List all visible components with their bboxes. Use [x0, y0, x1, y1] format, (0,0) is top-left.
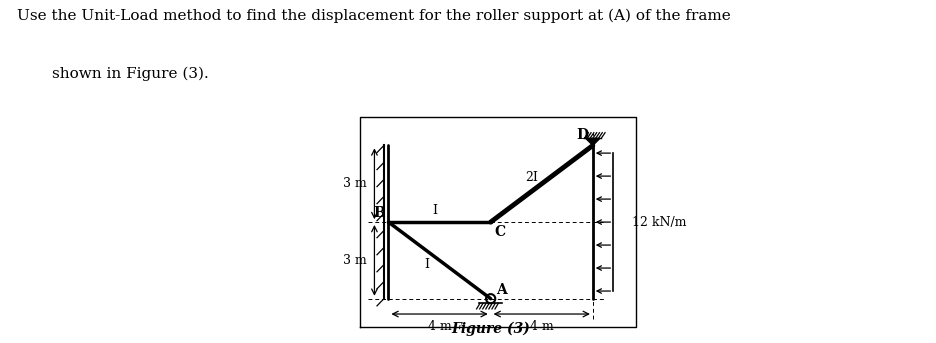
Text: B: B — [373, 205, 385, 220]
Text: Use the Unit-Load method to find the displacement for the roller support at (A) : Use the Unit-Load method to find the dis… — [17, 8, 730, 23]
Text: shown in Figure (3).: shown in Figure (3). — [51, 67, 208, 81]
Text: 2I: 2I — [524, 171, 537, 184]
Text: I: I — [424, 258, 429, 271]
Text: C: C — [494, 225, 505, 239]
Text: 3 m: 3 m — [343, 254, 366, 267]
Text: 12 kN/m: 12 kN/m — [632, 215, 686, 228]
Text: 3 m: 3 m — [343, 177, 366, 190]
Text: D: D — [576, 128, 588, 142]
Text: Figure (3): Figure (3) — [451, 321, 530, 336]
Text: 4 m: 4 m — [427, 320, 451, 333]
Text: 4 m: 4 m — [529, 320, 553, 333]
Text: I: I — [431, 204, 436, 217]
Polygon shape — [585, 138, 599, 145]
Text: A: A — [495, 283, 506, 297]
